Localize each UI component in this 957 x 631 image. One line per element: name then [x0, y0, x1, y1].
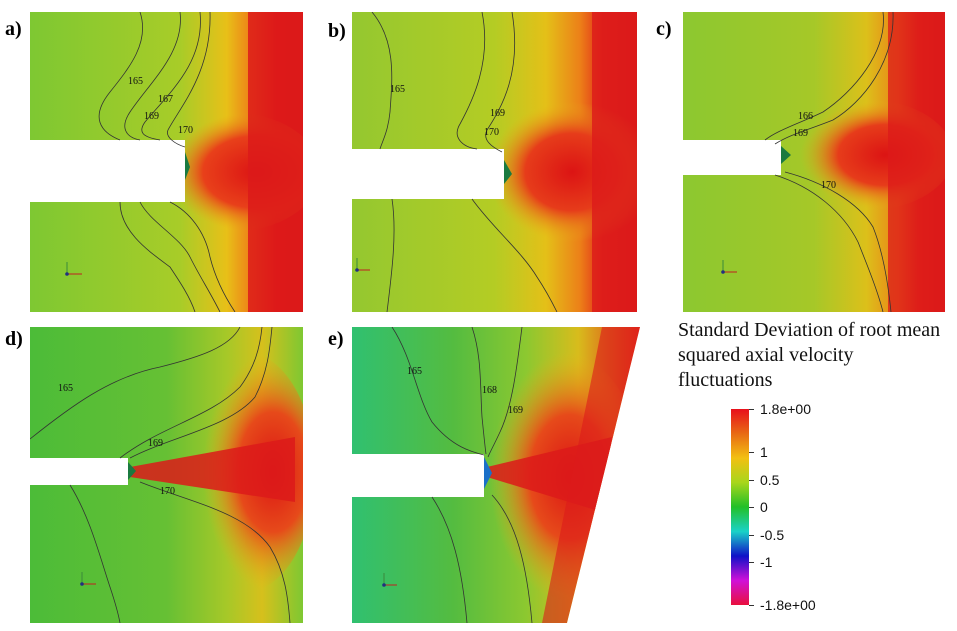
- panel-a: 165 167 169 170: [30, 12, 303, 312]
- contour-label-165: 165: [407, 366, 422, 377]
- contour-label-170: 170: [178, 125, 193, 136]
- colorbar-tickmark: [749, 480, 754, 481]
- contour-label-170: 170: [160, 486, 175, 497]
- colorbar-tickmark: [749, 452, 754, 453]
- contour-label-168: 168: [482, 385, 497, 396]
- contour-label-169: 169: [508, 405, 523, 416]
- colorbar-tick-label: -0.5: [760, 527, 785, 543]
- panel-label-c: c): [656, 18, 672, 40]
- panel-b-plot: 165 169 170: [352, 12, 637, 312]
- panel-a-plot: 165 167 169 170: [30, 12, 303, 312]
- panel-label-b: b): [328, 20, 346, 42]
- colorbar-tickmark: [749, 409, 754, 410]
- axis-triad-icon: [382, 573, 397, 587]
- panel-label-a: a): [5, 18, 22, 40]
- contour-label-169: 169: [490, 108, 505, 119]
- contour-label-165: 165: [390, 84, 405, 95]
- contour-label-167: 167: [158, 94, 173, 105]
- panel-c-plot: 166 169 170: [683, 12, 945, 312]
- panel-c: 166 169 170: [683, 12, 945, 312]
- colorbar-tickmark: [749, 562, 754, 563]
- axis-triad-icon: [721, 260, 737, 274]
- colorbar-tick-label: 1.8e+00: [760, 401, 811, 417]
- axis-triad-icon: [65, 262, 82, 276]
- panel-label-d: d): [5, 328, 23, 350]
- colorbar-tickmark: [749, 507, 754, 508]
- legend-title: Standard Deviation of root mean squared …: [678, 319, 941, 391]
- axis-triad-icon: [80, 572, 96, 586]
- axis-triad-icon: [355, 258, 370, 272]
- contour-label-165: 165: [58, 383, 73, 394]
- colorbar: [731, 409, 749, 605]
- contour-label-165: 165: [128, 76, 143, 87]
- panel-label-e: e): [328, 328, 344, 350]
- contour-label-169: 169: [148, 438, 163, 449]
- contour-label-170: 170: [821, 180, 836, 191]
- panel-e: 165 168 169: [352, 327, 642, 623]
- colorbar-tickmark: [749, 605, 754, 606]
- colorbar-tick-label: 0.5: [760, 472, 780, 488]
- contour-label-169: 169: [793, 128, 808, 139]
- colorbar-tick-label: 1: [760, 444, 768, 460]
- contour-label-169: 169: [144, 111, 159, 122]
- colorbar-tick-label: -1.8e+00: [760, 597, 816, 613]
- panel-e-plot: 165 168 169: [352, 327, 640, 623]
- contour-label-170: 170: [484, 127, 499, 138]
- colorbar-tick-label: 0: [760, 499, 768, 515]
- panel-b: 165 169 170: [352, 12, 637, 312]
- panel-d: 165 169 170: [30, 327, 303, 623]
- panel-d-plot: 165 169 170: [30, 327, 303, 623]
- contour-label-166: 166: [798, 111, 813, 122]
- colorbar-tickmark: [749, 535, 754, 536]
- colorbar-tick-label: -1: [760, 554, 773, 570]
